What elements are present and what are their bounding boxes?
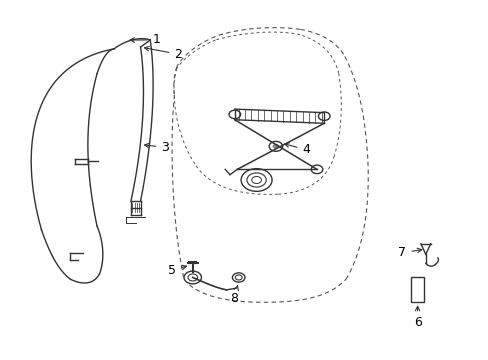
Text: 6: 6	[413, 306, 421, 329]
Text: 2: 2	[144, 46, 182, 61]
Text: 3: 3	[144, 141, 169, 154]
Text: 7: 7	[398, 246, 421, 259]
Text: 4: 4	[284, 143, 310, 156]
Text: 8: 8	[229, 286, 238, 305]
Text: 1: 1	[130, 33, 160, 46]
Text: 5: 5	[167, 264, 186, 277]
Circle shape	[272, 144, 279, 149]
